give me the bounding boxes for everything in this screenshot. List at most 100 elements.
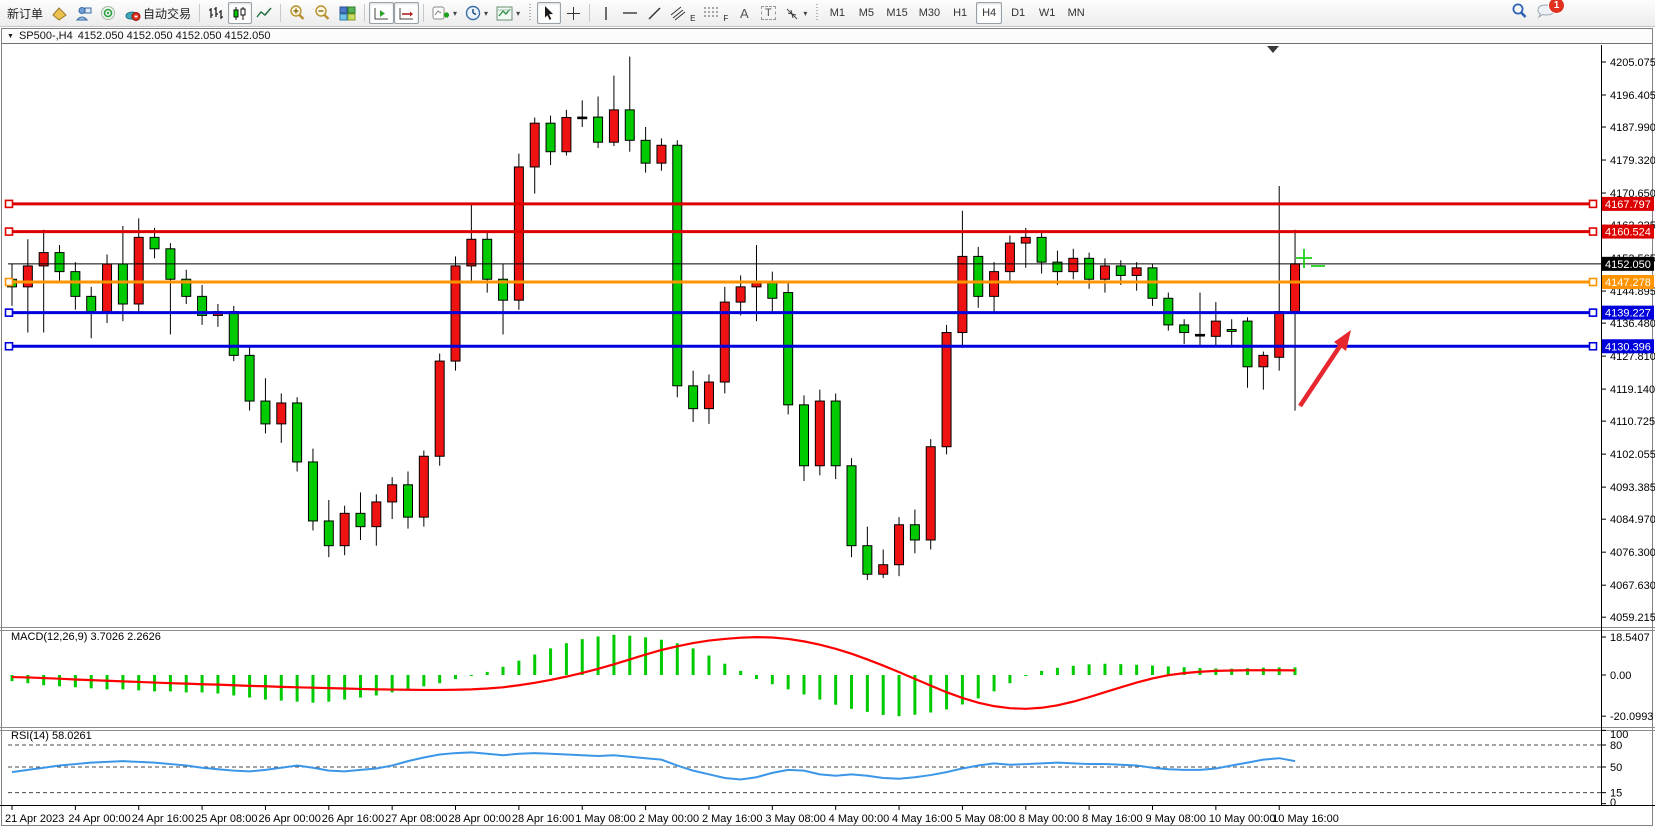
svg-text:0.00: 0.00 (1610, 670, 1631, 682)
text-tool-button[interactable]: A (732, 2, 756, 24)
svg-text:27 Apr 08:00: 27 Apr 08:00 (385, 813, 447, 825)
svg-text:4130.396: 4130.396 (1605, 341, 1651, 353)
svg-text:24 Apr 16:00: 24 Apr 16:00 (132, 813, 194, 825)
arrows-tool-button[interactable]: ▾ (780, 2, 811, 24)
toolbar-grip[interactable] (528, 4, 534, 22)
timeframe-h1-button[interactable]: H1 (953, 7, 968, 19)
svg-text:1 May 08:00: 1 May 08:00 (575, 813, 636, 825)
line-chart-type-button[interactable] (252, 2, 276, 24)
zoom-out-button[interactable] (310, 2, 335, 24)
svg-text:4076.300: 4076.300 (1610, 547, 1655, 559)
chart-autoscroll-button[interactable] (394, 2, 420, 24)
new-order-button[interactable]: 新订单 (7, 6, 44, 21)
templates-button[interactable]: ▾ (492, 2, 524, 24)
svg-text:2 May 00:00: 2 May 00:00 (639, 813, 700, 825)
fibonacci-tool-button[interactable]: F (699, 2, 732, 24)
chart-ohlc-values: 4152.050 4152.050 4152.050 4152.050 (77, 30, 271, 42)
timeframe-group: M1 M5 M15 M30 H1 H4 D1 W1 MN (824, 2, 1089, 24)
separator (423, 4, 425, 22)
svg-text:15: 15 (1610, 788, 1622, 800)
timeframe-m30-button[interactable]: M30 (918, 7, 941, 19)
auto-trading-button[interactable]: 自动交易 (120, 2, 195, 24)
svg-text:9 May 08:00: 9 May 08:00 (1145, 813, 1206, 825)
separator (199, 4, 201, 22)
svg-text:28 Apr 16:00: 28 Apr 16:00 (512, 813, 574, 825)
svg-text:-20.0993: -20.0993 (1610, 711, 1653, 723)
svg-text:2 May 16:00: 2 May 16:00 (702, 813, 763, 825)
toolbar-right-cluster: 1 (1511, 0, 1565, 24)
chart-title-bar[interactable]: ▼ SP500-,H4 4152.050 4152.050 4152.050 4… (2, 29, 1652, 44)
chart-shift-button[interactable] (369, 2, 395, 24)
macd-pane[interactable]: 18.5407 0.00 -20.0993 (10, 632, 1653, 723)
candle-chart-type-button[interactable] (228, 2, 253, 24)
svg-text:4187.990: 4187.990 (1610, 122, 1655, 134)
svg-text:4139.227: 4139.227 (1605, 308, 1651, 320)
svg-text:28 Apr 00:00: 28 Apr 00:00 (449, 813, 511, 825)
rsi-indicator-label: RSI(14) 58.0261 (11, 730, 92, 742)
arrow-annotation[interactable] (1298, 330, 1351, 408)
periods-button[interactable]: ▾ (461, 2, 492, 24)
channel-tool-label: E (690, 14, 696, 23)
chart-shift-marker[interactable] (1267, 46, 1279, 53)
zoom-in-button[interactable] (285, 2, 310, 24)
vertical-line-tool-button[interactable] (594, 2, 618, 24)
svg-text:4160.524: 4160.524 (1605, 227, 1651, 239)
svg-text:21 Apr 2023: 21 Apr 2023 (5, 813, 64, 825)
svg-text:18.5407: 18.5407 (1610, 632, 1650, 644)
horizontal-line-tool-button[interactable] (618, 2, 642, 24)
timeframe-m5-button[interactable]: M5 (858, 7, 874, 19)
horizontal-level-lines[interactable]: 4167.797 4160.524 4152.050 4147.278 4139.227… (4, 196, 1655, 354)
equidistant-channel-tool-button[interactable]: E (666, 2, 699, 24)
chat-notification-badge: 1 (1548, 0, 1565, 14)
chart-symbol-period: SP500-,H4 (18, 30, 73, 42)
add-indicator-button[interactable]: ▾ (428, 2, 461, 24)
svg-text:10 May 16:00: 10 May 16:00 (1272, 813, 1339, 825)
svg-text:26 Apr 00:00: 26 Apr 00:00 (258, 813, 320, 825)
timeframe-mn-button[interactable]: MN (1067, 7, 1085, 19)
svg-text:25 Apr 08:00: 25 Apr 08:00 (195, 813, 257, 825)
svg-text:8 May 00:00: 8 May 00:00 (1019, 813, 1080, 825)
timeframe-m15-button[interactable]: M15 (886, 7, 908, 19)
candlesticks[interactable] (7, 56, 1301, 580)
history-icon[interactable] (47, 2, 72, 24)
chevron-down-icon: ▾ (484, 8, 489, 18)
svg-text:4179.320: 4179.320 (1610, 155, 1655, 167)
forming-bar-marker (1296, 249, 1325, 268)
svg-text:3 May 08:00: 3 May 08:00 (765, 813, 826, 825)
search-icon[interactable] (1511, 3, 1528, 24)
main-toolbar: 新订单 自动交易 ▾ ▾ (0, 0, 1655, 27)
timeframe-w1-button[interactable]: W1 (1038, 7, 1056, 19)
chat-icon[interactable]: 1 (1536, 0, 1565, 24)
crosshair-tool-button[interactable] (561, 2, 585, 24)
separator (589, 4, 591, 22)
svg-text:50: 50 (1610, 762, 1622, 774)
collapse-triangle-icon[interactable]: ▼ (7, 32, 14, 40)
timeframe-h4-button[interactable]: H4 (976, 2, 1003, 24)
community-icon[interactable] (96, 2, 120, 24)
trendline-tool-button[interactable] (642, 2, 666, 24)
svg-text:4 May 00:00: 4 May 00:00 (829, 813, 890, 825)
bar-chart-type-button[interactable] (204, 2, 228, 24)
chevron-down-icon: ▾ (516, 8, 521, 18)
separator (280, 4, 282, 22)
cursor-tool-button[interactable] (537, 2, 562, 24)
text-label-tool-button[interactable]: T (756, 2, 780, 24)
svg-text:4167.797: 4167.797 (1605, 199, 1651, 211)
svg-text:4119.140: 4119.140 (1610, 384, 1655, 396)
price-chart-canvas[interactable]: 4205.0754196.4054187.9904179.3204170.650… (0, 45, 1655, 828)
svg-text:24 Apr 00:00: 24 Apr 00:00 (68, 813, 130, 825)
svg-text:4205.075: 4205.075 (1610, 57, 1655, 69)
svg-text:4059.215: 4059.215 (1610, 612, 1655, 624)
timeframe-d1-button[interactable]: D1 (1011, 7, 1026, 19)
svg-text:4144.895: 4144.895 (1610, 286, 1655, 298)
fibo-tool-label: F (723, 14, 729, 23)
timeframe-m1-button[interactable]: M1 (829, 7, 845, 19)
toolbar-grip[interactable] (815, 4, 821, 22)
svg-text:4084.970: 4084.970 (1610, 514, 1655, 526)
svg-text:8 May 16:00: 8 May 16:00 (1082, 813, 1143, 825)
profile-icon[interactable] (72, 2, 96, 24)
svg-text:4136.480: 4136.480 (1610, 318, 1655, 330)
svg-text:100: 100 (1610, 729, 1628, 741)
tile-windows-button[interactable] (335, 2, 360, 24)
